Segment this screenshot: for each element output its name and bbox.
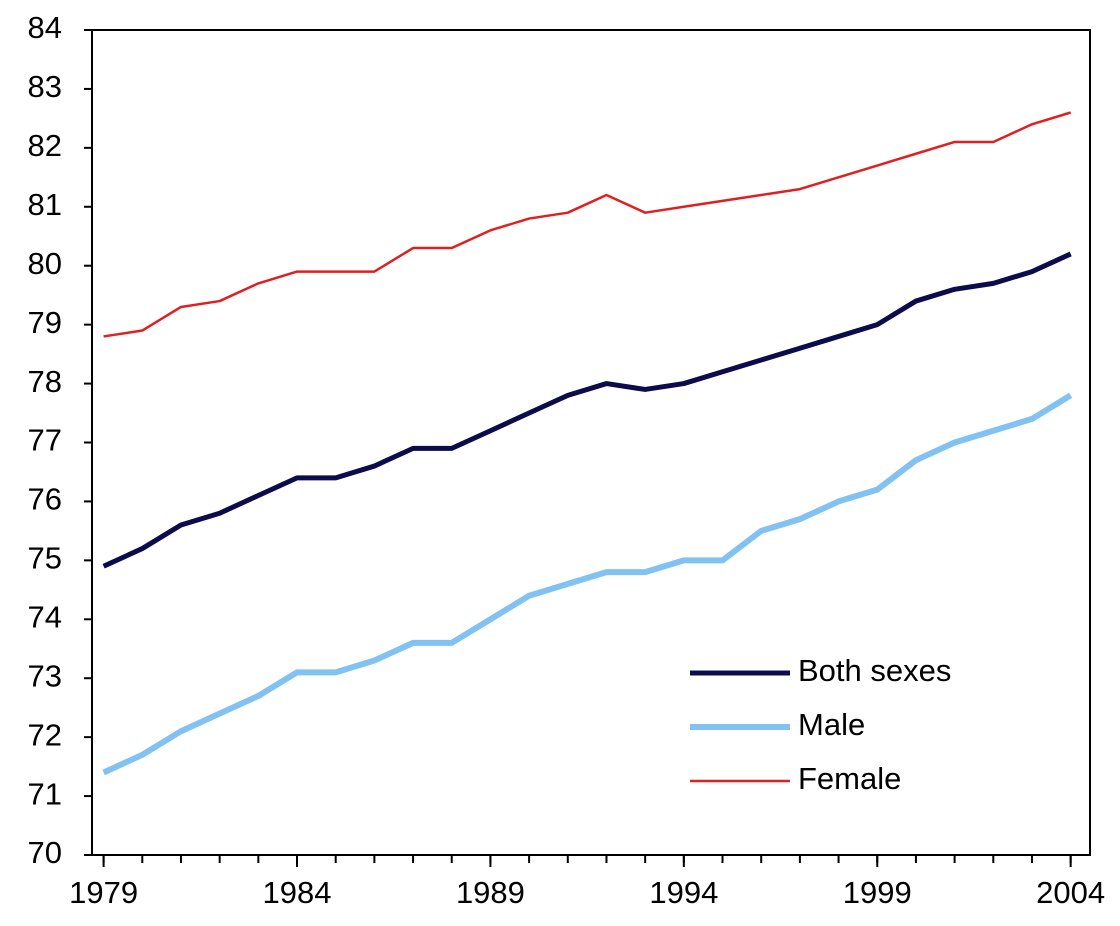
y-tick-label: 70 [28,835,62,870]
x-tick-label: 1984 [263,875,332,910]
x-tick-label: 1979 [69,875,138,910]
y-tick-label: 72 [28,717,62,752]
y-tick-label: 78 [28,364,62,399]
y-tick-label: 74 [28,599,62,634]
x-tick-label: 1999 [843,875,912,910]
x-tick-label: 1994 [649,875,718,910]
y-tick-label: 73 [28,658,62,693]
legend-label: Female [798,761,901,796]
y-tick-label: 84 [28,10,62,45]
y-tick-label: 71 [28,776,62,811]
y-tick-label: 81 [28,187,62,222]
series-line [102,392,1073,776]
legend-label: Male [798,707,865,742]
y-tick-label: 83 [28,69,62,104]
y-tick-label: 75 [28,541,62,576]
series-line [103,111,1072,338]
x-tick-label: 1989 [456,875,525,910]
x-tick-label: 2004 [1036,875,1105,910]
y-tick-label: 80 [28,246,62,281]
y-tick-label: 76 [28,482,62,517]
series-line [102,251,1072,569]
plot-frame [91,29,1091,856]
y-tick-label: 82 [28,128,62,163]
legend-label: Both sexes [798,653,951,688]
y-tick-label: 79 [28,305,62,340]
y-tick-label: 77 [28,423,62,458]
